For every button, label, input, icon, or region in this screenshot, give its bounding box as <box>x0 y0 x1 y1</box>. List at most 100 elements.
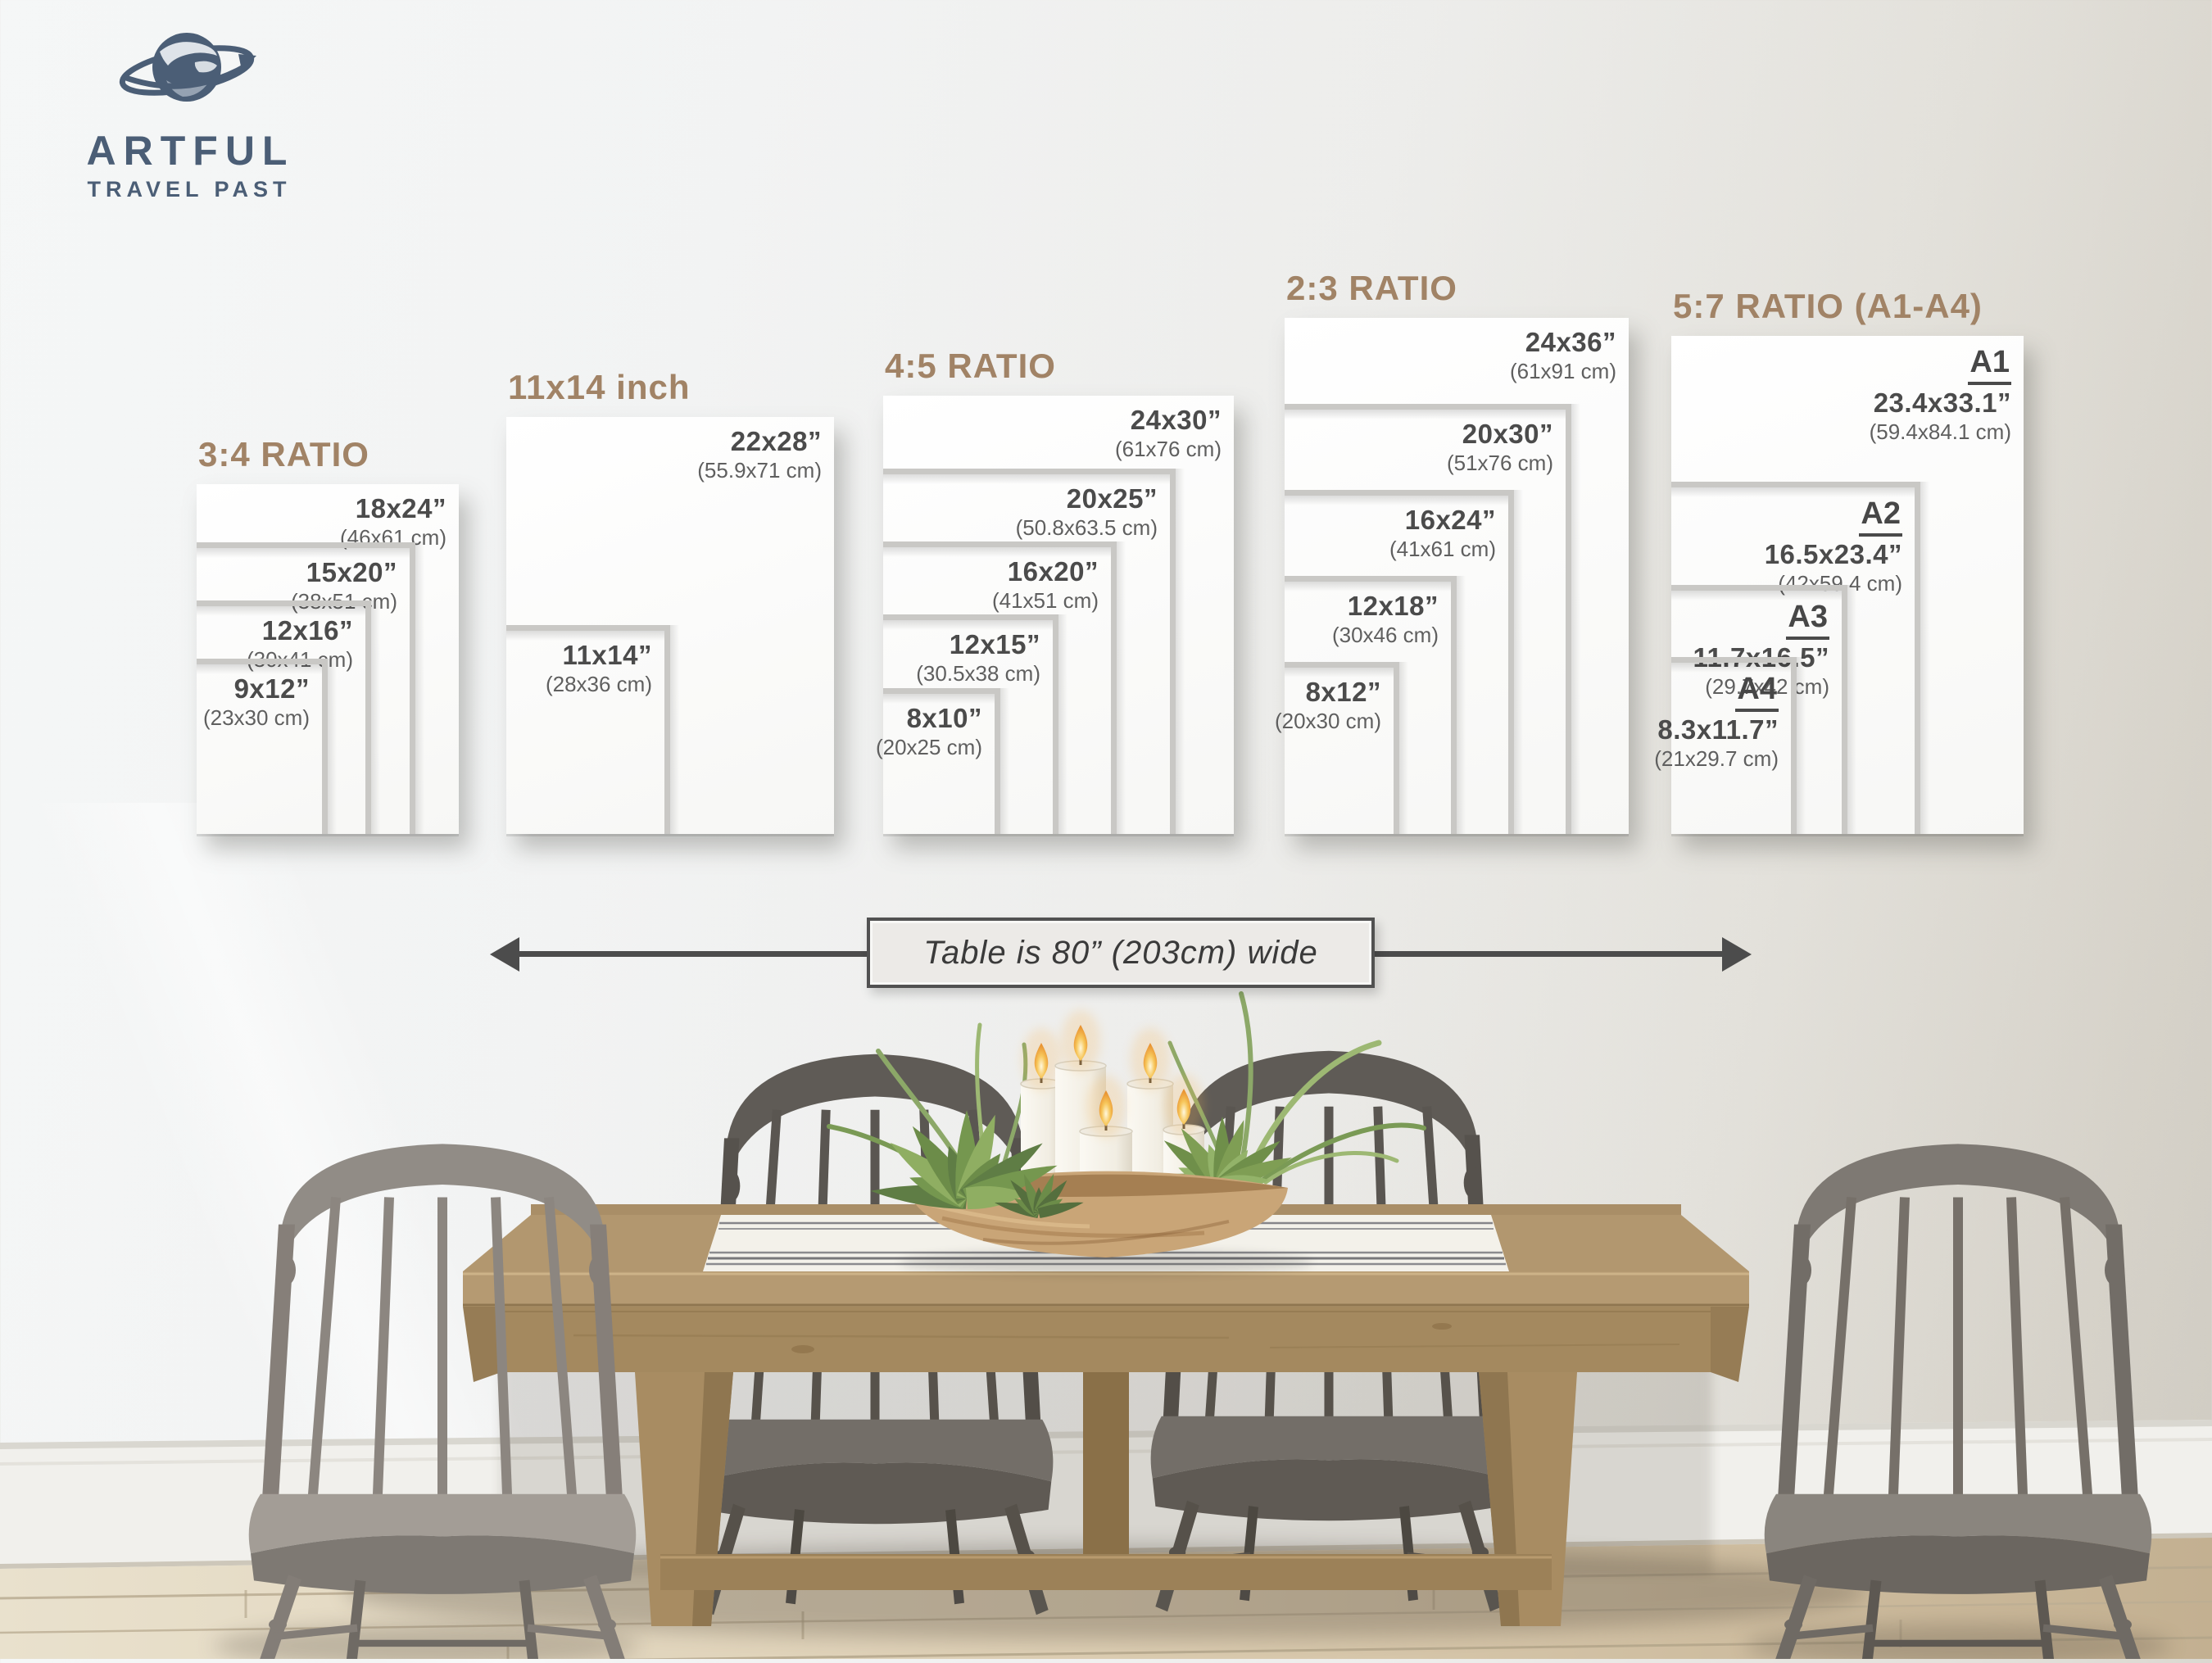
chair-back-right <box>1150 1050 1507 1612</box>
size-inches: 8x10” <box>906 703 982 733</box>
size-inches: 20x25” <box>1066 483 1158 514</box>
size-cm: (61x91 cm) <box>1509 358 1616 383</box>
table-runner <box>703 1215 1509 1271</box>
size-label: 9x12” (23x30 cm) <box>203 674 310 729</box>
poster-sheet: 24x36” (61x91 cm) 20x30” (51x76 cm) 16x24” (4… <box>1275 318 1629 834</box>
paper-name: A4 <box>1735 672 1779 713</box>
chair-front-left <box>248 1144 637 1659</box>
size-cm: (29.7x42 cm) <box>1705 673 1829 699</box>
size-group-title: 2:3 RATIO <box>1286 269 1457 307</box>
candle-flame <box>1073 1025 1088 1061</box>
size-inches: 18x24” <box>355 493 446 523</box>
size-label: 12x15” (30.5x38 cm) <box>916 630 1040 685</box>
size-label: 11x14” (28x36 cm) <box>546 641 652 696</box>
annotation-text: Table is 80” (203cm) wide <box>923 934 1318 971</box>
size-group-title: 3:4 RATIO <box>198 435 369 474</box>
size-cm: (59.4x84.1 cm) <box>1869 419 2011 444</box>
centerpiece <box>248 991 1426 1659</box>
size-group: 4:5 RATIO 24x30” (61x76 cm) 20x25” (50.8x63.… <box>876 347 1234 834</box>
size-frame: 8x10” (20x25 cm) <box>876 688 1009 834</box>
size-label: A2 16.5x23.4” (42x59.4 cm) <box>1764 496 1902 595</box>
size-label: A4 8.3x11.7” (21x29.7 cm) <box>1654 672 1779 771</box>
size-cm: (20x30 cm) <box>1274 708 1381 733</box>
paper-name: A3 <box>1786 600 1829 641</box>
size-cm: (21x29.7 cm) <box>1654 745 1779 771</box>
chair-back-left <box>696 1054 1054 1615</box>
poster-sheet: 22x28” (55.9x71 cm) 11x14” (28x36 cm) <box>506 417 834 834</box>
size-group: 5:7 RATIO (A1-A4) A1 23.4x33.1” (59.4x84.1 … <box>1654 287 2024 834</box>
size-inches: 12x16” <box>261 615 353 646</box>
size-frame: 8x12” (20x30 cm) <box>1275 662 1408 834</box>
size-group-title: 4:5 RATIO <box>885 347 1056 385</box>
globe-icon <box>119 33 256 102</box>
candle-flame <box>1099 1090 1113 1126</box>
poster-sheet: 24x30” (61x76 cm) 20x25” (50.8x63.5 cm) 16x2… <box>876 396 1234 834</box>
candle <box>1126 1028 1174 1207</box>
logo-name: ARTFUL <box>86 128 295 174</box>
table-width-annotation: Table is 80” (203cm) wide <box>490 918 1752 991</box>
poster-sheet: A1 23.4x33.1” (59.4x84.1 cm) A2 16.5x23.4” (4… <box>1654 336 2024 834</box>
candle-flame <box>1034 1043 1049 1079</box>
size-label: 24x36” (61x91 cm) <box>1510 328 1616 383</box>
size-frame: 20x25” (50.8x63.5 cm) <box>883 469 1185 834</box>
size-label: 16x20” (41x51 cm) <box>992 557 1099 612</box>
size-label: 16x24” (41x61 cm) <box>1389 505 1496 560</box>
size-label: 8x10” (20x25 cm) <box>876 704 982 759</box>
size-frame: A2 16.5x23.4” (42x59.4 cm) <box>1671 482 1929 834</box>
annotation-box: Table is 80” (203cm) wide <box>867 918 1375 988</box>
size-frame: A3 11.7x16.5” (29.7x42 cm) <box>1671 585 1856 834</box>
size-group: 2:3 RATIO 24x36” (61x91 cm) 20x30” (51x76 cm… <box>1275 269 1629 834</box>
size-inches: 12x18” <box>1347 591 1439 621</box>
size-inches: 16.5x23.4” <box>1764 539 1902 570</box>
candle-flame <box>1176 1089 1191 1125</box>
size-inches: 24x30” <box>1130 405 1222 435</box>
size-label: 24x30” (61x76 cm) <box>1115 406 1222 460</box>
size-label: 20x25” (50.8x63.5 cm) <box>1016 484 1158 539</box>
size-frame: 16x20” (41x51 cm) <box>883 541 1126 834</box>
candle <box>1054 1010 1107 1204</box>
size-cm: (61x76 cm) <box>1114 436 1222 461</box>
candle <box>1079 1076 1133 1210</box>
size-cm: (30x46 cm) <box>1331 622 1439 647</box>
size-inches: 15x20” <box>306 557 397 587</box>
size-frame: 20x30” (51x76 cm) <box>1285 404 1580 834</box>
size-label: 8x12” (20x30 cm) <box>1275 677 1381 732</box>
size-cm: (20x25 cm) <box>875 734 982 759</box>
brand-logo: ARTFUL TRAVEL PAST <box>64 23 310 202</box>
size-cm: (23x30 cm) <box>202 705 310 730</box>
size-inches: 9x12” <box>233 673 310 704</box>
size-label: 18x24” (46x61 cm) <box>340 494 446 549</box>
succulent-left <box>870 1110 1058 1209</box>
size-inches: 23.4x33.1” <box>1873 387 2011 419</box>
size-inches: 20x30” <box>1462 419 1553 449</box>
size-label: 22x28” (55.9x71 cm) <box>697 427 822 482</box>
dining-table <box>463 1204 1749 1626</box>
size-cm: (41x51 cm) <box>991 587 1099 613</box>
size-label: 12x16” (30x41 cm) <box>247 616 353 671</box>
size-cm: (50.8x63.5 cm) <box>1015 514 1158 540</box>
centerpiece-bowl <box>908 1171 1288 1257</box>
size-inches: 12x15” <box>949 629 1040 659</box>
size-frame: 12x18” (30x46 cm) <box>1285 576 1466 834</box>
dining-room-scene <box>0 991 2212 1659</box>
paper-name: A2 <box>1859 496 1902 537</box>
size-inches: 22x28” <box>730 426 822 456</box>
size-group-title: 5:7 RATIO (A1-A4) <box>1673 287 1983 325</box>
succulent-right <box>1147 1117 1292 1194</box>
baseboard <box>0 1420 2212 1569</box>
chair-front-right <box>1764 1144 2152 1659</box>
size-cm: (55.9x71 cm) <box>697 457 822 483</box>
size-inches: 8.3x11.7” <box>1657 714 1779 745</box>
size-inches: 16x24” <box>1404 505 1496 535</box>
candle <box>1020 1028 1063 1204</box>
poster-sheet: 18x24” (46x61 cm) 15x20” (38x51 cm) 12x16” (3… <box>197 484 459 834</box>
paper-name: A1 <box>1968 345 2011 386</box>
logo-tagline: TRAVEL PAST <box>87 177 292 202</box>
wood-floor <box>0 1538 2212 1659</box>
size-frame: 15x20” (38x51 cm) <box>197 542 424 834</box>
candle <box>1163 1074 1205 1210</box>
size-label: 12x18” (30x46 cm) <box>1332 591 1439 646</box>
size-frame: 12x15” (30.5x38 cm) <box>883 614 1067 834</box>
arrow-right-icon <box>1722 937 1752 972</box>
size-cm: (30.5x38 cm) <box>916 660 1040 686</box>
